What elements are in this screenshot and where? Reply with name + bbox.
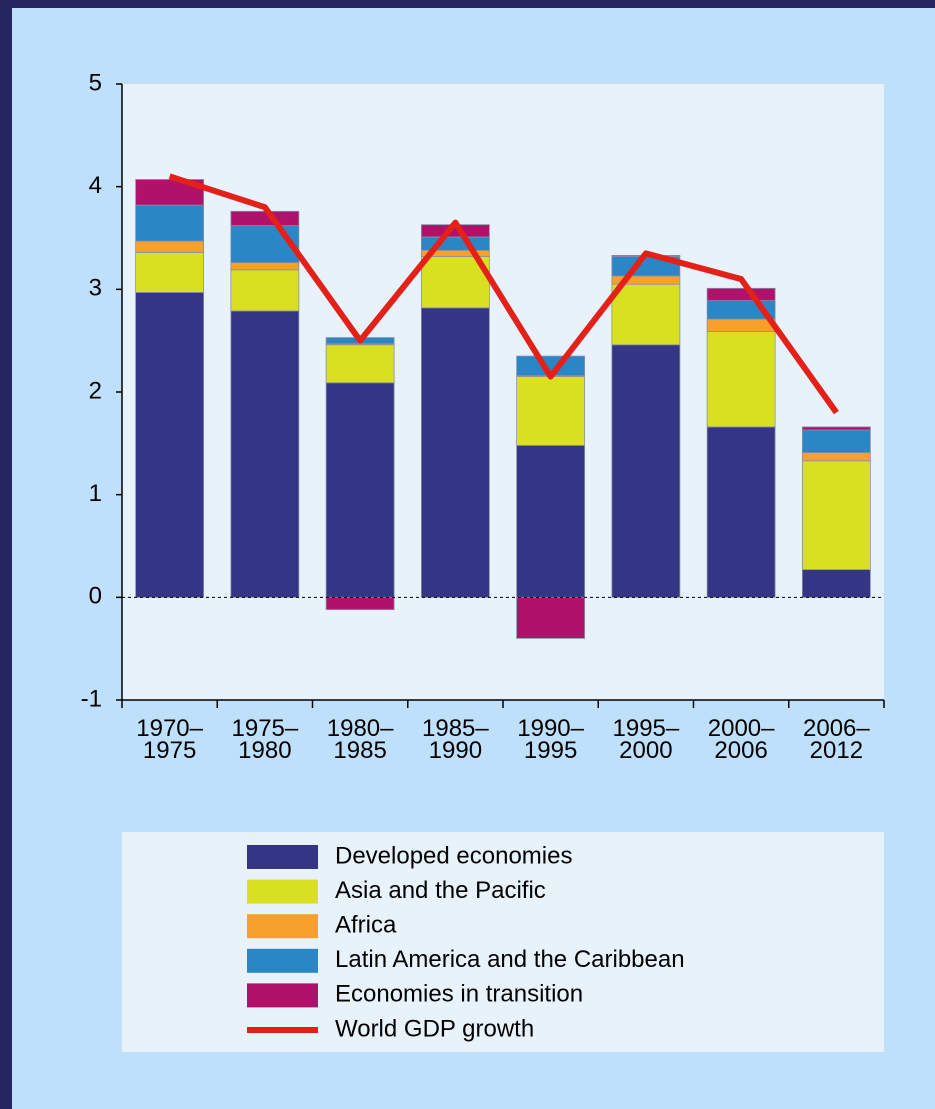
bar-segment xyxy=(706,287,776,302)
x-tick-label: 1995– 2000 xyxy=(612,715,680,764)
legend-swatch xyxy=(247,879,318,904)
bar-segment xyxy=(325,344,395,384)
x-tick-label: 1980– 1985 xyxy=(326,715,394,764)
x-tick-label: 2006– 2012 xyxy=(803,715,870,764)
bar-segment xyxy=(801,429,871,453)
gdp-line xyxy=(168,173,839,415)
bar-segment xyxy=(706,426,776,598)
bar-segment xyxy=(516,376,586,446)
bar-segment xyxy=(230,310,300,598)
bar-segment xyxy=(420,307,490,598)
bar-segment xyxy=(801,569,871,598)
y-tick-label: 4 xyxy=(89,172,102,199)
bar-segment xyxy=(516,596,586,639)
y-tick-label: 5 xyxy=(89,69,102,96)
bar-segment xyxy=(611,283,681,346)
bar-segment xyxy=(135,251,205,293)
bar-segment xyxy=(135,292,205,598)
legend-swatch xyxy=(247,948,318,973)
bar-segment xyxy=(230,269,300,312)
bar-segment xyxy=(230,225,300,264)
x-tick-label: 1990– 1995 xyxy=(517,715,584,764)
bar-segment xyxy=(516,444,586,598)
legend-label: Latin America and the Caribbean xyxy=(335,946,685,973)
x-tick-label: 1970– 1975 xyxy=(136,715,203,764)
bar-segment xyxy=(801,426,871,431)
legend-swatch xyxy=(247,845,318,869)
x-tick-label: 2000– 2006 xyxy=(707,715,775,764)
y-tick-label: 3 xyxy=(89,275,102,302)
legend-label: Economies in transition xyxy=(335,981,583,1008)
x-tick-label: 1985– 1990 xyxy=(422,715,489,764)
x-tick-label: 1975– 1980 xyxy=(231,715,299,764)
legend-label: Asia and the Pacific xyxy=(335,877,546,904)
legend-swatch xyxy=(247,914,318,939)
y-tick-label: 2 xyxy=(89,377,102,404)
legend-label: World GDP growth xyxy=(335,1015,534,1042)
y-tick-label: 1 xyxy=(89,480,102,507)
legend-swatch xyxy=(247,983,318,1008)
bar-segment xyxy=(706,318,776,332)
bar-segment xyxy=(801,460,871,571)
bar-segment xyxy=(325,596,395,611)
y-tick-label: 0 xyxy=(89,583,102,610)
bar-segment xyxy=(706,331,776,428)
bar-segment xyxy=(230,210,300,227)
bar-segment xyxy=(135,204,205,242)
bar-segment xyxy=(801,452,871,462)
legend-label: Developed economies xyxy=(335,842,572,869)
bar-segment xyxy=(135,240,205,253)
bar-segment xyxy=(230,262,300,271)
bar-segment xyxy=(611,344,681,598)
legend-label: Africa xyxy=(335,912,397,939)
bar-segment xyxy=(325,382,395,598)
y-tick-label: -1 xyxy=(81,685,102,712)
